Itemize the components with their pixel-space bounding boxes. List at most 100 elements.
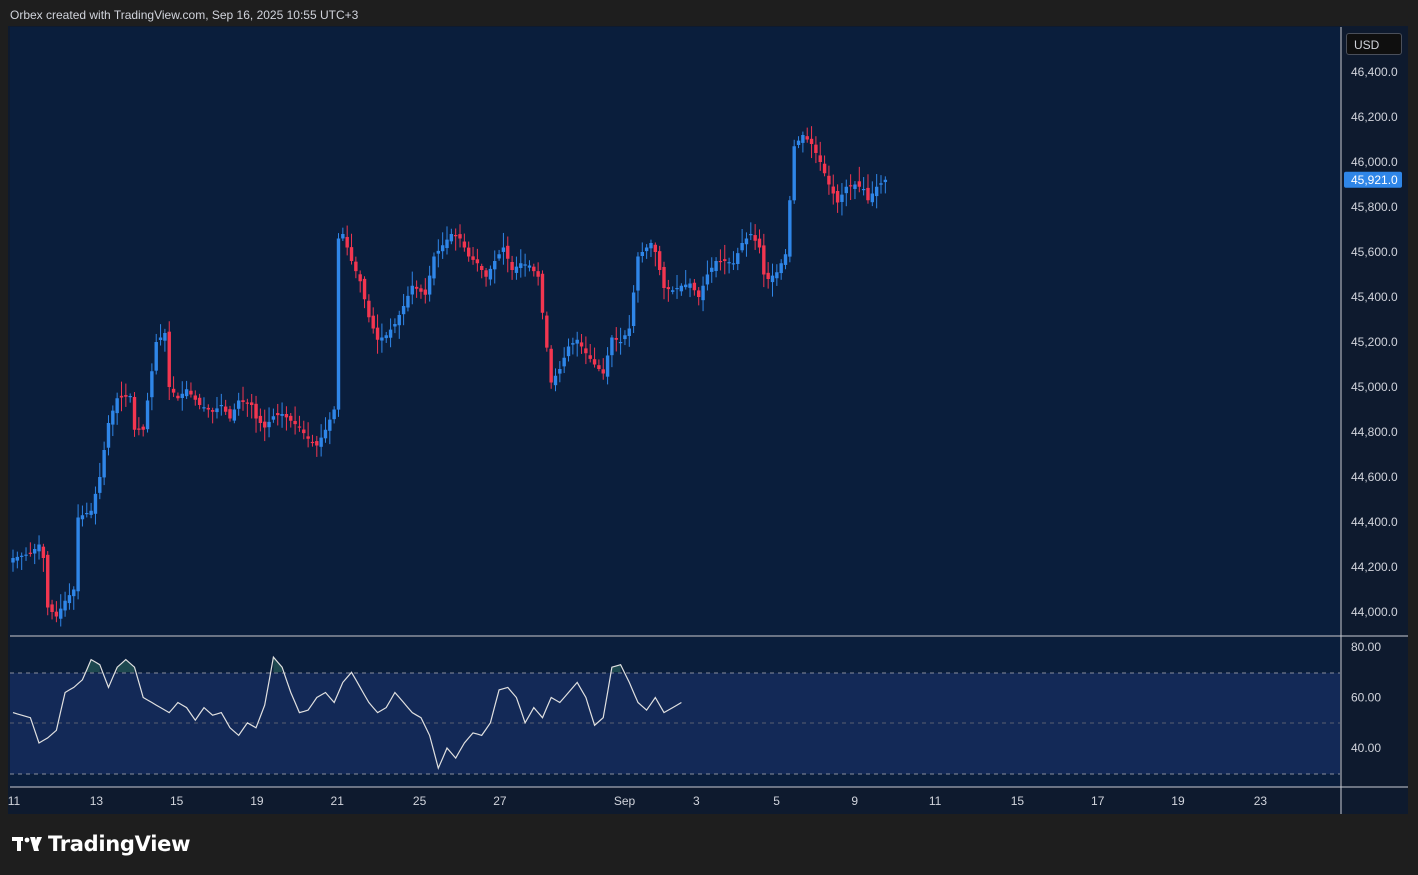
candle-body — [258, 415, 263, 423]
time-tick-label: 21 — [331, 794, 345, 808]
candle-body — [15, 556, 20, 561]
candle — [783, 248, 788, 270]
time-axis[interactable]: 11 13 15 19 21 25 27 Sep 3 5 9 11 15 17 19 23 — [8, 794, 1268, 808]
candle — [796, 136, 801, 149]
candle — [627, 315, 631, 347]
candle — [258, 408, 263, 432]
candle-body — [718, 260, 723, 263]
candle — [158, 324, 163, 346]
oscillator-axis[interactable]: 40.00 60.00 80.00 — [1351, 640, 1381, 755]
candle — [297, 415, 302, 432]
candle — [536, 262, 540, 286]
candle-body — [423, 289, 427, 295]
candle — [241, 386, 245, 411]
candle-body — [770, 275, 775, 283]
candle — [332, 406, 336, 424]
candle-body — [284, 413, 289, 418]
price-tick-label: 44,600.0 — [1351, 470, 1398, 484]
candle-body — [154, 342, 158, 371]
candle-body — [228, 409, 232, 419]
candle — [432, 252, 436, 286]
candle-body — [475, 259, 480, 264]
candle-body — [536, 271, 540, 277]
candle-body — [380, 337, 384, 341]
candle — [488, 265, 493, 286]
candle — [670, 286, 675, 295]
candle-body — [644, 247, 649, 252]
candle — [866, 174, 870, 204]
candle-body — [111, 410, 115, 425]
candle-body — [11, 558, 15, 563]
currency-button[interactable]: USD — [1346, 33, 1402, 55]
price-tick-label: 44,400.0 — [1351, 515, 1398, 529]
candle-body — [501, 247, 506, 252]
candle — [714, 257, 718, 278]
candle-body — [636, 256, 640, 291]
candle — [623, 330, 627, 346]
candle — [19, 552, 24, 570]
candle-body — [835, 190, 840, 203]
candle-body — [757, 238, 762, 248]
candle — [592, 347, 597, 368]
candle — [757, 229, 762, 254]
candle-body — [245, 402, 250, 404]
candle-body — [267, 421, 271, 428]
candle — [666, 279, 671, 302]
candle — [293, 406, 297, 435]
candle-body — [670, 290, 675, 292]
candle-body — [458, 234, 462, 239]
price-tick-label: 45,800.0 — [1351, 200, 1398, 214]
candle-body — [749, 234, 753, 236]
candle — [72, 586, 76, 610]
candle — [497, 249, 501, 261]
candle — [124, 383, 128, 407]
candle — [467, 241, 471, 262]
candle-body — [701, 285, 705, 301]
candle-body — [197, 397, 202, 405]
candle — [223, 399, 228, 415]
time-tick-label: 13 — [90, 794, 104, 808]
candle-body — [202, 407, 206, 409]
oscillator-tick-label: 60.00 — [1351, 691, 1381, 705]
candle — [189, 382, 193, 398]
candle-body — [306, 436, 310, 439]
time-tick-label: Sep — [614, 794, 636, 808]
candle-body — [436, 250, 441, 254]
time-tick-label: 19 — [1171, 794, 1185, 808]
candle-body — [588, 355, 592, 359]
candle-body — [657, 251, 662, 270]
candle — [111, 405, 115, 437]
candle — [232, 403, 237, 424]
candle-body — [341, 234, 345, 239]
candle — [692, 279, 697, 296]
time-tick-label: 3 — [693, 794, 700, 808]
candle-body — [98, 477, 102, 493]
tradingview-logo[interactable]: TradingView — [12, 832, 190, 856]
candle-body — [28, 552, 33, 554]
candle — [584, 336, 588, 365]
candle-body — [85, 513, 89, 515]
candle-body — [362, 278, 367, 300]
candle-body — [93, 493, 98, 514]
candle-body — [844, 186, 848, 194]
candle — [718, 249, 723, 271]
candle-body — [874, 186, 879, 197]
candle-body — [89, 510, 93, 515]
candle — [553, 368, 558, 392]
candle-body — [19, 555, 24, 557]
candle — [323, 417, 328, 443]
candle — [514, 256, 519, 280]
candle — [484, 267, 488, 287]
candle-body — [323, 429, 328, 439]
candle — [597, 359, 601, 372]
candle — [37, 535, 41, 560]
candle-body — [861, 189, 866, 191]
price-axis[interactable]: 44,000.0 44,200.0 44,400.0 44,600.0 44,800.0… — [1351, 65, 1398, 619]
candle — [445, 226, 449, 255]
candle — [354, 256, 358, 279]
candle — [50, 599, 54, 620]
candle-body — [449, 234, 454, 242]
candle — [371, 307, 375, 334]
candle — [367, 294, 371, 323]
